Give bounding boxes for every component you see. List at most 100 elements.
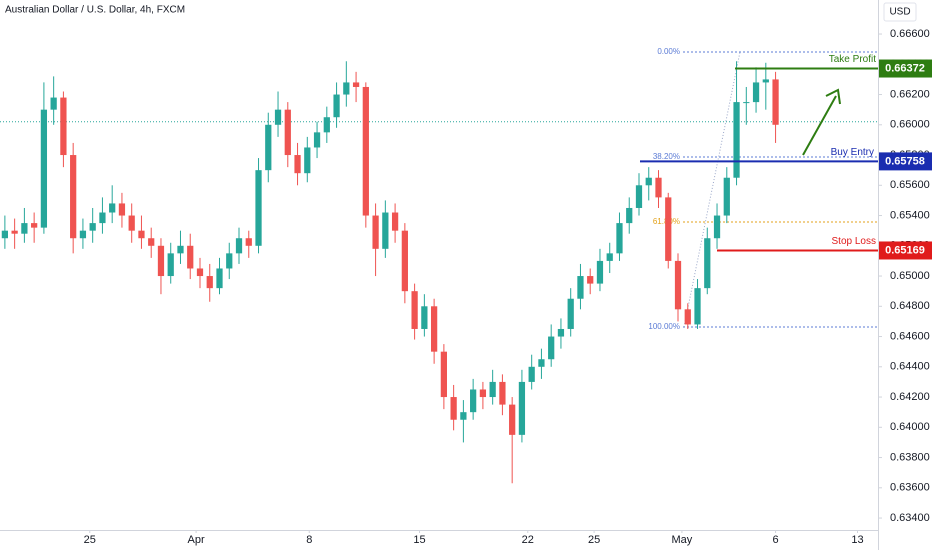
y-tick-label: 0.66600 [890, 28, 930, 40]
candle-body [538, 359, 545, 367]
candle-body [645, 177, 652, 186]
candle-body [177, 245, 184, 254]
candle-body [655, 177, 662, 198]
candle-body [616, 223, 623, 254]
y-tick-label: 0.63400 [890, 512, 930, 524]
candle-body [362, 86, 369, 216]
candle-body [460, 412, 467, 420]
candle-body [518, 381, 526, 435]
candle-body [440, 351, 447, 398]
candle-body [1, 230, 8, 239]
currency-label[interactable]: USD [889, 7, 910, 18]
candle-body [411, 291, 418, 329]
candle-body [226, 253, 233, 269]
arrow-shaft [802, 95, 837, 156]
candle-body [118, 203, 126, 216]
candle-body [713, 215, 721, 239]
level-value-box [879, 59, 932, 78]
candle-body [421, 306, 428, 329]
candle-body [567, 298, 574, 329]
x-tick-label: 13 [851, 534, 863, 546]
chart-title: Australian Dollar / U.S. Dollar, 4h, FXC… [5, 5, 185, 16]
y-tick-label: 0.65400 [890, 209, 930, 221]
candle-body [509, 404, 516, 435]
candle-body [674, 260, 682, 310]
x-tick-label: 25 [588, 534, 600, 546]
level-name: Buy Entry [831, 147, 874, 158]
candle-body [382, 212, 389, 249]
candle-body [148, 238, 155, 246]
candle-body [596, 260, 604, 284]
candle-body [187, 245, 194, 269]
candle-body [245, 238, 252, 246]
y-tick-label: 0.64000 [890, 421, 930, 433]
candle-body [99, 212, 106, 224]
candle-body [499, 381, 506, 405]
level-value-label: 0.65169 [885, 244, 925, 256]
x-tick-label: Apr [188, 534, 205, 546]
candle-body [89, 223, 96, 231]
candle-body [479, 389, 487, 398]
candle-body [206, 276, 213, 289]
currency-box[interactable] [883, 2, 917, 22]
level-value-label: 0.65758 [885, 155, 925, 167]
candle-body [694, 288, 701, 325]
candle-body [70, 155, 77, 239]
candle-body [752, 82, 760, 103]
level-value-box [879, 241, 932, 260]
candle-body [772, 79, 779, 125]
fib-label: 38.20% [653, 152, 680, 161]
candle-body [313, 132, 321, 148]
candle-body [21, 223, 28, 234]
candle-body [704, 238, 711, 289]
candle-body [343, 82, 350, 95]
candle-body [450, 397, 457, 420]
candle-body [606, 253, 613, 261]
candle-body [40, 109, 48, 228]
y-tick-label: 0.65000 [890, 270, 930, 282]
candle-body [587, 276, 594, 284]
y-tick-label: 0.66200 [890, 88, 930, 100]
candle-body [60, 97, 67, 156]
candle-body [333, 94, 340, 118]
candle-body [372, 215, 379, 249]
y-tick-label: 0.64400 [890, 361, 930, 373]
candle-body [284, 109, 291, 156]
fib-label: 0.00% [657, 47, 680, 56]
level-name: Take Profit [829, 54, 876, 65]
candle-body [138, 230, 145, 239]
candle-body [626, 207, 633, 224]
x-tick-label: 8 [306, 534, 312, 546]
x-tick-label: 22 [522, 534, 534, 546]
candle-body [577, 276, 584, 299]
candle-body [255, 170, 262, 246]
candle-body [235, 238, 243, 254]
candle-body [128, 215, 135, 231]
candle-body [50, 97, 57, 110]
candle-body [304, 147, 311, 174]
candle-body [216, 268, 223, 289]
y-tick-label: 0.66000 [890, 119, 930, 131]
fib-label: 100.00% [648, 322, 680, 331]
candle-body [391, 212, 399, 231]
candle-body [470, 389, 477, 413]
level-value-box [879, 152, 932, 171]
candle-body [31, 223, 38, 228]
y-tick-label: 0.63600 [890, 482, 930, 494]
candle-body [79, 230, 87, 239]
candle-body [548, 336, 555, 360]
candle-body [323, 117, 330, 133]
x-tick-label: 15 [413, 534, 425, 546]
candle-body [557, 328, 565, 337]
y-tick-label: 0.65600 [890, 179, 930, 191]
candle-body [723, 177, 730, 216]
candle-body [196, 268, 204, 277]
y-tick-label: 0.64600 [890, 330, 930, 342]
candle-body [167, 253, 174, 277]
candle-body [401, 230, 408, 292]
x-tick-label: May [672, 534, 693, 546]
arrow-head [825, 88, 841, 105]
